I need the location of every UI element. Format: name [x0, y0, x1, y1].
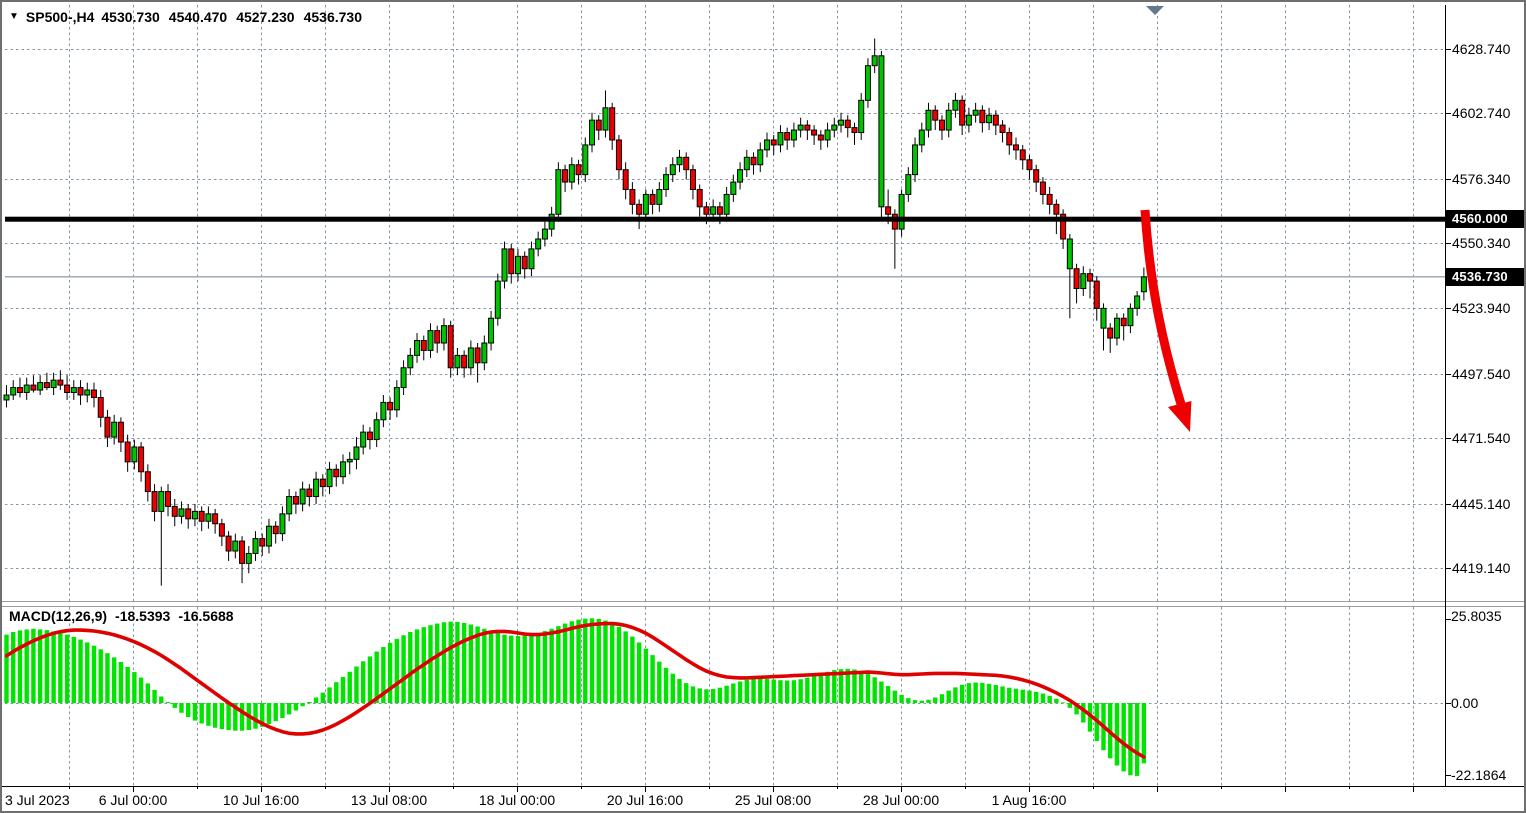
macd-main-value: -18.5393 — [115, 608, 171, 624]
macd-signal-value: -16.5688 — [178, 608, 234, 624]
price-tick-label: 4576.340 — [1452, 171, 1511, 187]
high-value: 4540.470 — [168, 9, 228, 25]
price-tick-label: 4471.540 — [1452, 430, 1511, 446]
price-tick-label: 4445.140 — [1452, 496, 1511, 512]
macd-indicator-label: MACD(12,26,9) -18.5393 -16.5688 — [9, 608, 234, 624]
open-value: 4530.730 — [101, 9, 160, 25]
last-price-tag: 4536.730 — [1446, 268, 1524, 286]
time-tick-label: 13 Jul 08:00 — [350, 792, 428, 808]
time-tick-label: 6 Jul 00:00 — [98, 792, 168, 808]
low-value: 4527.230 — [236, 9, 295, 25]
macd-signal-line — [4, 621, 1146, 759]
macd-tick-label: -22.1864 — [1451, 767, 1507, 783]
price-tick-label: 4523.940 — [1452, 300, 1511, 316]
time-tick-label: 3 Jul 2023 — [5, 792, 70, 808]
axis-tick-marks — [69, 49, 1451, 792]
symbol-dropdown-icon[interactable]: ▼ — [9, 11, 19, 22]
grid-horizontal-lines — [5, 49, 1445, 704]
macd-name: MACD(12,26,9) — [9, 608, 108, 624]
ohlc-readout: 4530.730 4540.470 4527.230 4536.730 — [101, 9, 362, 25]
price-tick-label: 4419.140 — [1452, 560, 1511, 576]
price-tick-label: 4628.740 — [1452, 41, 1511, 57]
time-tick-label: 20 Jul 16:00 — [606, 792, 684, 808]
time-tick-label: 25 Jul 08:00 — [734, 792, 812, 808]
time-tick-label: 1 Aug 16:00 — [991, 792, 1067, 808]
price-tick-label: 4602.740 — [1452, 105, 1511, 121]
macd-tick-label: 25.8035 — [1451, 608, 1502, 624]
pane-separators — [2, 5, 1524, 787]
macd-tick-label: 0.00 — [1451, 695, 1479, 711]
chart-shift-marker-icon[interactable] — [1146, 6, 1164, 15]
candles — [3, 38, 1147, 586]
chart-title: ▼ SP500-,H4 4530.730 4540.470 4527.230 4… — [9, 9, 362, 25]
horizontal-line-4560[interactable] — [5, 216, 1445, 222]
macd-histogram — [4, 618, 1147, 776]
time-tick-label: 10 Jul 16:00 — [222, 792, 300, 808]
price-tick-label: 4550.340 — [1452, 235, 1511, 251]
grid-vertical-lines — [69, 5, 1414, 786]
price-tick-label: 4497.540 — [1452, 366, 1511, 382]
time-tick-label: 18 Jul 00:00 — [478, 792, 556, 808]
close-value: 4536.730 — [303, 9, 363, 25]
time-tick-label: 28 Jul 00:00 — [862, 792, 940, 808]
trend-arrow[interactable] — [1140, 209, 1192, 432]
symbol-timeframe-label: SP500-,H4 — [25, 9, 95, 25]
hline-price-tag: 4560.000 — [1446, 210, 1524, 228]
